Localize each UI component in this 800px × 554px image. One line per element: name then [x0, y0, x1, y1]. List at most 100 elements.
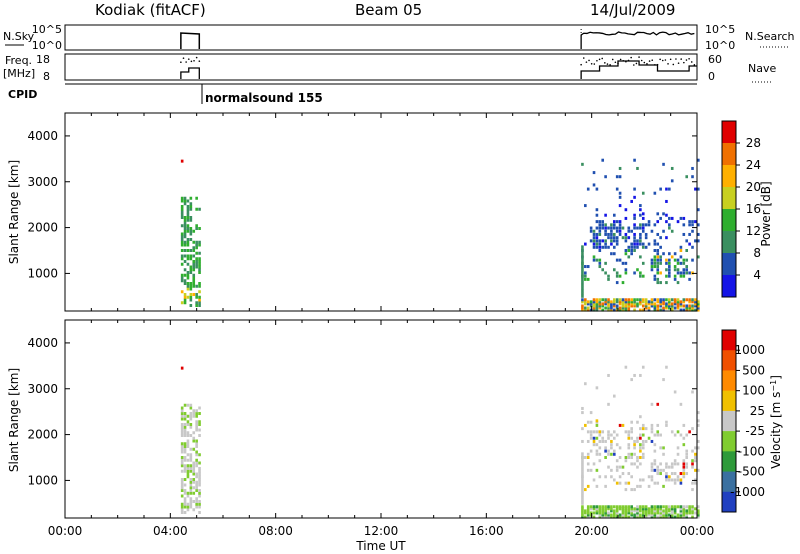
echo-cell: [183, 417, 187, 421]
echo-cell: [697, 158, 700, 162]
echo-cell: [595, 436, 599, 440]
echo-cell: [636, 439, 639, 443]
echo-cell: [615, 239, 619, 243]
echo-cell: [189, 478, 193, 481]
x-tick-label: 00:00: [680, 524, 715, 538]
echo-cell: [180, 290, 184, 294]
echo-cell: [598, 439, 602, 443]
echo-cell: [589, 302, 593, 306]
echo-cell: [180, 442, 184, 446]
echo-cell: [610, 446, 613, 450]
echo-cell: [180, 483, 184, 487]
echo-cell: [612, 515, 616, 519]
echo-cell: [691, 505, 694, 509]
power-y-axis: 4000 3000 2000 1000: [27, 129, 697, 280]
echo-cell: [610, 252, 613, 256]
echo-cell: [627, 245, 631, 249]
echo-cell: [685, 511, 689, 515]
echo-cell: [581, 264, 584, 268]
echo-cell: [685, 265, 689, 269]
echo-cell: [186, 491, 190, 495]
echo-cell: [656, 271, 660, 275]
echo-cell: [624, 365, 628, 369]
echo-cell: [639, 232, 642, 236]
echo-cell: [195, 450, 198, 454]
echo-cell: [697, 255, 700, 259]
echo-cell: [180, 508, 184, 512]
echo-cell: [630, 452, 633, 456]
nave-point: [604, 62, 606, 64]
echo-cell: [592, 507, 596, 511]
echo-cell: [604, 306, 607, 310]
echo-cell: [595, 507, 599, 511]
echo-cell: [665, 298, 668, 302]
echo-cell: [688, 507, 691, 511]
echo-cell: [627, 306, 631, 310]
echo-cell: [595, 300, 599, 304]
echo-cell: [581, 304, 584, 308]
echo-cell: [679, 249, 683, 252]
echo-cell: [183, 458, 187, 462]
freq-label: Freq.: [5, 54, 32, 67]
echo-cell: [615, 281, 619, 285]
echo-cell: [604, 456, 607, 459]
echo-cell: [639, 513, 642, 517]
echo-cell: [641, 439, 645, 443]
echo-cell: [636, 515, 639, 519]
echo-cell: [598, 509, 602, 513]
echo-cell: [581, 411, 584, 415]
echo-cell: [610, 443, 613, 447]
y-tick-label: 3000: [27, 382, 58, 396]
echo-cell: [636, 484, 639, 488]
echo-cell: [198, 461, 201, 465]
echo-cell: [180, 486, 184, 490]
nave-point: [601, 57, 603, 60]
echo-cell: [621, 298, 625, 302]
echo-cell: [612, 252, 616, 256]
echo-cell: [682, 258, 686, 262]
echo-cell: [670, 513, 674, 517]
echo-cell: [189, 434, 193, 437]
echo-cell: [615, 242, 619, 246]
echo-cell: [624, 430, 628, 434]
echo-cell: [589, 507, 593, 511]
echo-cell: [584, 306, 587, 310]
echo-cell: [665, 268, 668, 272]
echo-cell: [198, 434, 201, 437]
echo-cell: [624, 232, 628, 236]
echo-cell: [633, 513, 636, 517]
echo-cell: [653, 511, 657, 515]
echo-cell: [621, 472, 625, 476]
nave-label: Nave: [748, 62, 776, 75]
echo-cell: [180, 489, 184, 492]
echo-cell: [601, 505, 605, 509]
echo-cell: [198, 428, 201, 432]
echo-cell: [612, 478, 616, 482]
echo-cell: [662, 300, 665, 304]
colorbar-tick-label: 24: [746, 158, 761, 172]
echo-cell: [641, 298, 645, 302]
echo-cell: [604, 232, 607, 236]
echo-cell: [670, 462, 674, 466]
colorbar-swatch: [722, 390, 736, 412]
echo-cell: [633, 158, 636, 162]
echo-cell: [180, 205, 184, 208]
echo-cell: [581, 267, 584, 271]
echo-cell: [183, 240, 187, 244]
echo-cell: [180, 199, 184, 203]
echo-cell: [189, 298, 193, 302]
echo-cell: [630, 252, 633, 256]
echo-cell: [670, 304, 674, 308]
echo-cell: [676, 220, 680, 224]
echo-cell: [180, 417, 184, 421]
echo-cell: [589, 300, 593, 304]
echo-cell: [639, 436, 642, 440]
echo-cell: [604, 298, 607, 302]
colorbar-tick-label: -100: [738, 444, 765, 458]
echo-cell: [653, 304, 657, 308]
echo-cell: [189, 287, 193, 291]
echo-cell: [180, 213, 184, 217]
echo-cell: [186, 284, 190, 288]
echo-cell: [659, 216, 662, 220]
nave-point: [582, 57, 585, 59]
